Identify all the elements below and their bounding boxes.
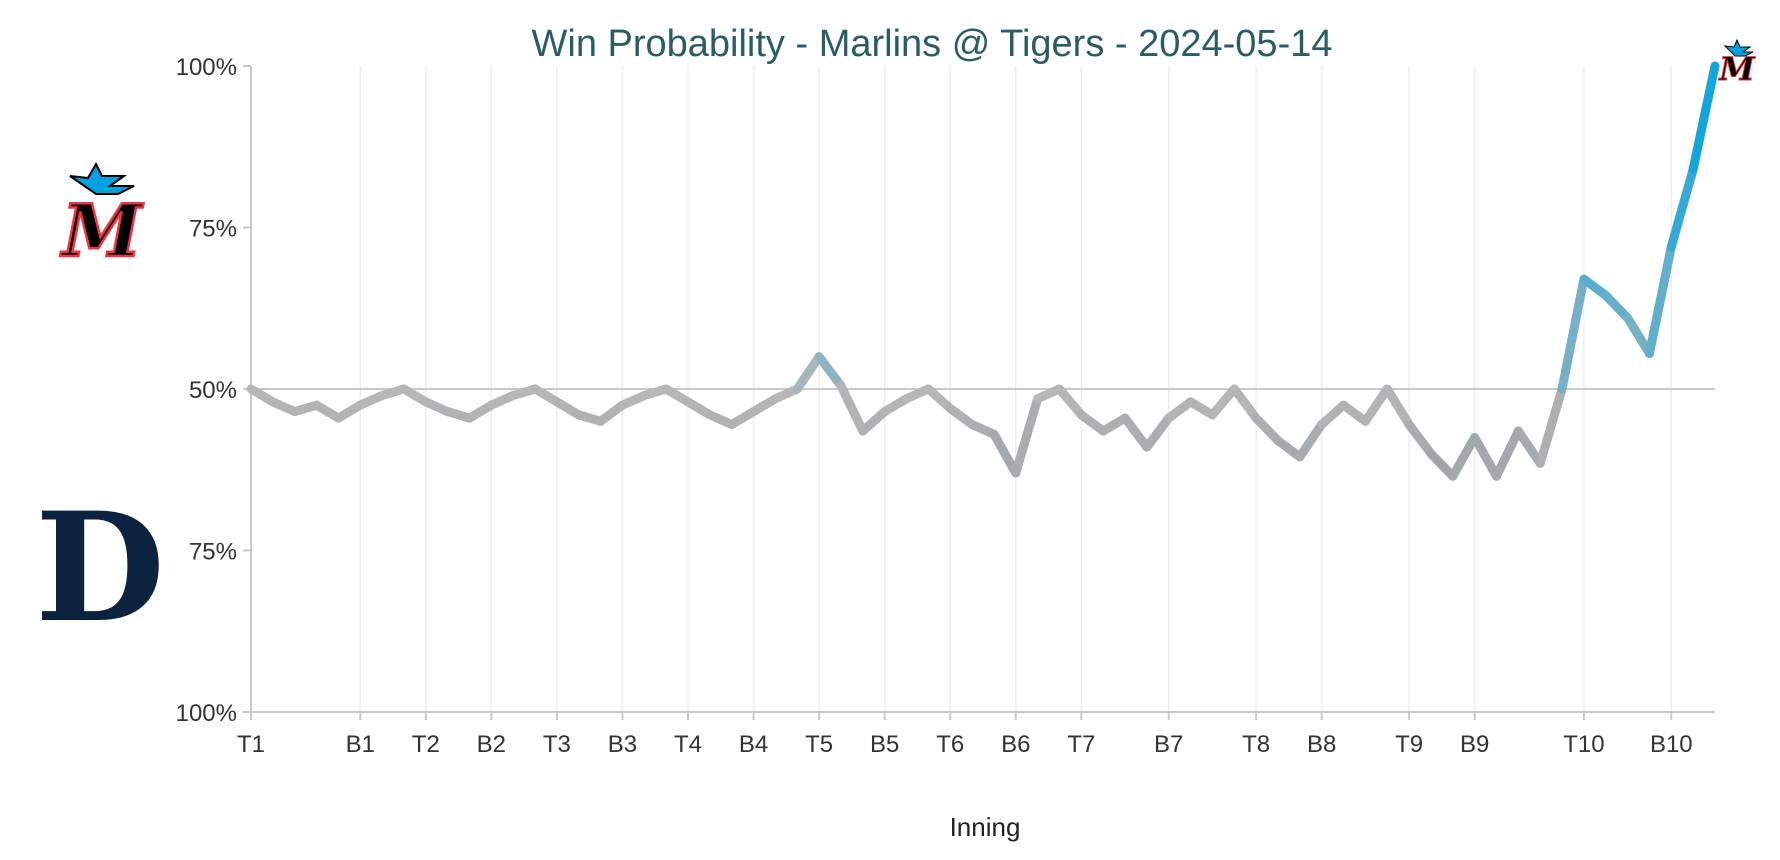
- x-tick-label-t3: T3: [543, 731, 571, 758]
- x-axis-title: Inning: [950, 812, 1021, 842]
- series-segment: [1382, 384, 1414, 430]
- series-segment: [1011, 394, 1043, 478]
- y-tick-label: 50%: [189, 377, 237, 404]
- series-segment: [1404, 420, 1436, 459]
- series-segment: [1491, 426, 1523, 481]
- chart-title: Win Probability - Marlins @ Tigers - 202…: [532, 23, 1333, 65]
- x-tick-label-b4: B4: [739, 731, 768, 758]
- svg-text:D: D: [35, 480, 165, 656]
- y-tick-label: 75%: [189, 539, 237, 566]
- series-segment: [1251, 413, 1283, 446]
- series-segment: [1426, 449, 1458, 481]
- series-segment: [1164, 397, 1196, 423]
- x-tick-label-b10: B10: [1650, 731, 1693, 758]
- x-tick-label-t4: T4: [674, 731, 702, 758]
- x-tick-label-t9: T9: [1395, 731, 1423, 758]
- x-tick-label-b5: B5: [870, 731, 899, 758]
- series-segment: [1448, 432, 1480, 481]
- series-segment: [1666, 164, 1698, 252]
- series-segment: [1513, 426, 1545, 468]
- x-tick-label-b1: B1: [346, 731, 375, 758]
- series-segment: [1076, 410, 1108, 436]
- y-axis-ticks: 100% 75% 50% 75% 100%: [176, 54, 251, 727]
- x-tick-label-t7: T7: [1067, 731, 1095, 758]
- series-segment: [945, 403, 977, 430]
- series-segment: [1644, 242, 1676, 358]
- x-tick-label-b7: B7: [1154, 731, 1183, 758]
- series-segment: [1535, 384, 1567, 468]
- series-segment: [1339, 400, 1370, 426]
- y-tick-label: 100%: [176, 700, 237, 727]
- svg-text:M: M: [1718, 50, 1756, 88]
- series-segment: [1207, 384, 1239, 420]
- series-segment: [1470, 432, 1501, 481]
- x-tick-label-t2: T2: [412, 731, 440, 758]
- x-tick-label-b3: B3: [608, 731, 637, 758]
- series-segment: [792, 352, 824, 394]
- x-tick-label-b2: B2: [477, 731, 506, 758]
- x-tick-label-t8: T8: [1242, 731, 1270, 758]
- series-segment: [1142, 413, 1174, 452]
- x-tick-label-t1: T1: [237, 731, 265, 758]
- series-segment: [1579, 274, 1611, 300]
- x-tick-label-b8: B8: [1307, 731, 1336, 758]
- series-segment: [1623, 313, 1654, 358]
- marlins-logo-icon: M: [58, 161, 145, 274]
- series-segment: [814, 352, 846, 391]
- series-segment: [1295, 420, 1327, 462]
- svg-text:M: M: [59, 188, 144, 273]
- series-segment: [836, 381, 868, 436]
- x-tick-label-t6: T6: [936, 731, 964, 758]
- x-tick-label-b9: B9: [1460, 731, 1489, 758]
- series-segment: [1273, 436, 1305, 462]
- marlins-endpoint-logo-icon: M: [1718, 38, 1757, 89]
- tigers-logo-icon: D: [35, 480, 165, 656]
- series-segment: [858, 407, 890, 436]
- series-segment: [1557, 274, 1589, 394]
- series-segment: [1054, 384, 1086, 420]
- win-probability-series: [246, 61, 1720, 481]
- x-tick-label-t5: T5: [805, 731, 833, 758]
- x-axis-ticks: T1 B1 T2 B2 T3 B3 T4 B4 T5 B5 T6 B6 T7 B7 T8 B8 T9 B9 T10 B…: [237, 712, 1693, 758]
- y-tick-label: 75%: [189, 216, 237, 243]
- series-segment: [923, 384, 955, 413]
- series-segment: [1601, 290, 1633, 323]
- y-tick-label: 100%: [176, 54, 237, 81]
- series-segment: [1360, 384, 1392, 426]
- series-segment: [1229, 384, 1261, 423]
- series-segment: [1120, 413, 1152, 452]
- series-segment: [1317, 400, 1349, 430]
- x-tick-label-t10: T10: [1563, 731, 1604, 758]
- axes: [250, 66, 1715, 713]
- x-tick-label-b6: B6: [1001, 731, 1030, 758]
- series-segment: [1688, 61, 1720, 174]
- series-segment: [989, 429, 1021, 478]
- series-segment: [596, 400, 627, 426]
